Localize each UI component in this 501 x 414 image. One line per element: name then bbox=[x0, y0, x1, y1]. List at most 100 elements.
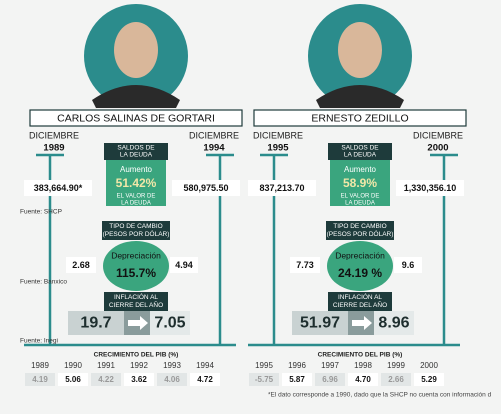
gdp-value: 6.96 bbox=[322, 375, 338, 384]
gdp-title: CRECIMIENTO DEL PIB (%) bbox=[318, 352, 403, 359]
debt-title: SALDOS DE bbox=[341, 145, 379, 152]
fx-title: TIPO DE CAMBIO bbox=[333, 223, 386, 230]
gdp-year: 1997 bbox=[321, 361, 339, 370]
gdp-cell bbox=[124, 373, 154, 386]
name-banner bbox=[29, 109, 243, 127]
portrait-face bbox=[114, 22, 158, 78]
debt-caption: EL VALOR DE bbox=[341, 194, 380, 200]
gdp-value: 2.66 bbox=[388, 375, 404, 384]
debt-change-box bbox=[106, 160, 166, 206]
fx-end: 4.94 bbox=[175, 260, 193, 270]
debt-start: 837,213.70 bbox=[259, 183, 304, 193]
fx-end: 9.6 bbox=[402, 260, 415, 270]
inflation-end: 7.05 bbox=[154, 315, 185, 332]
debt-end-box bbox=[172, 180, 240, 196]
inflation-title-box bbox=[328, 292, 392, 311]
gdp-cell bbox=[315, 373, 345, 386]
inflation-start-box bbox=[292, 311, 348, 335]
fx-start-box bbox=[66, 257, 96, 273]
gdp-value: 4.70 bbox=[355, 375, 371, 384]
fx-title-box bbox=[102, 221, 170, 240]
gdp-year: 1990 bbox=[64, 361, 82, 370]
gdp-cell bbox=[190, 373, 220, 386]
start-year: 1995 bbox=[267, 143, 289, 154]
debt-start: 383,664.90* bbox=[34, 183, 83, 193]
gdp-year: 1989 bbox=[31, 361, 49, 370]
debt-change-label: Aumento bbox=[120, 165, 153, 174]
inflation-start: 19.7 bbox=[80, 315, 111, 332]
gdp-value: 4.06 bbox=[164, 375, 180, 384]
inflation-title: INFLACIÓN AL bbox=[338, 292, 382, 301]
debt-start-box bbox=[248, 180, 316, 196]
gdp-year: 1995 bbox=[255, 361, 273, 370]
fx-title: (PESOS POR DÓLAR) bbox=[103, 229, 170, 238]
debt-change: 58.9% bbox=[343, 176, 377, 190]
inflation-title: CIERRE DEL AÑO bbox=[109, 300, 163, 309]
start-label: DICIEMBRE bbox=[29, 130, 79, 140]
fx-start: 2.68 bbox=[72, 260, 90, 270]
gdp-value: 5.87 bbox=[289, 375, 305, 384]
end-year: 1994 bbox=[203, 143, 225, 154]
inflation-end-box bbox=[150, 311, 190, 335]
portrait-shoulders bbox=[92, 85, 180, 108]
debt-title: LA DEUDA bbox=[120, 152, 153, 159]
fx-start: 7.73 bbox=[296, 260, 314, 270]
fx-change: 24.19 % bbox=[338, 266, 382, 280]
debt-title: SALDOS DE bbox=[117, 145, 155, 152]
inflation-title: INFLACIÓN AL bbox=[114, 292, 158, 301]
end-year: 2000 bbox=[427, 143, 448, 154]
gdp-cell bbox=[249, 373, 279, 386]
inflation-end: 8.96 bbox=[378, 315, 409, 332]
debt-change-box bbox=[330, 160, 390, 206]
fx-end-box bbox=[170, 257, 198, 273]
gdp-cell bbox=[91, 373, 121, 386]
gdp-cell bbox=[414, 373, 444, 386]
inflation-start: 51.97 bbox=[300, 315, 340, 332]
fx-title: TIPO DE CAMBIO bbox=[109, 223, 162, 230]
fx-start-box bbox=[290, 257, 320, 273]
fx-change-label: Depreciación bbox=[335, 250, 385, 260]
arrow bbox=[128, 316, 148, 330]
end-label: DICIEMBRE bbox=[413, 130, 463, 140]
gdp-value: 4.19 bbox=[32, 375, 48, 384]
gdp-value: 4.72 bbox=[197, 375, 213, 384]
inflation-source: Fuente: Inegi bbox=[20, 338, 58, 345]
gdp-title: CRECIMIENTO DEL PIB (%) bbox=[94, 352, 179, 359]
gdp-cell bbox=[25, 373, 55, 386]
debt-caption: LA DEUDA bbox=[345, 201, 375, 207]
gdp-cell bbox=[282, 373, 312, 386]
debt-title: LA DEUDA bbox=[344, 152, 377, 159]
debt-start-box bbox=[24, 180, 92, 196]
gdp-value: 5.29 bbox=[421, 375, 437, 384]
name: CARLOS SALINAS DE GORTARI bbox=[57, 112, 215, 124]
portrait-shoulders bbox=[316, 85, 404, 108]
inflation-end-box bbox=[374, 311, 414, 335]
fx-end-box bbox=[394, 257, 422, 273]
gdp-cell bbox=[348, 373, 378, 386]
inflation-title: CIERRE DEL AÑO bbox=[333, 300, 387, 309]
gdp-year: 1994 bbox=[196, 361, 214, 370]
name-banner bbox=[253, 109, 467, 127]
name: ERNESTO ZEDILLO bbox=[311, 112, 408, 124]
gdp-value: 5.06 bbox=[65, 375, 81, 384]
gdp-year: 1999 bbox=[387, 361, 405, 370]
gdp-year: 1996 bbox=[288, 361, 306, 370]
fx-change: 115.7% bbox=[116, 266, 156, 280]
debt-change: 51.42% bbox=[116, 176, 157, 190]
debt-caption: LA DEUDA bbox=[121, 201, 151, 207]
fx-change-oval bbox=[103, 241, 169, 291]
inflation-start-box bbox=[68, 311, 124, 335]
gdp-year: 1993 bbox=[163, 361, 181, 370]
gdp-cell bbox=[58, 373, 88, 386]
gdp-value: 3.62 bbox=[131, 375, 147, 384]
fx-source: Fuente: Banxico bbox=[20, 279, 67, 286]
gdp-year: 1998 bbox=[354, 361, 372, 370]
debt-change-label: Aumento bbox=[344, 165, 377, 174]
debt-title-box bbox=[104, 143, 168, 160]
start-year: 1989 bbox=[43, 143, 64, 154]
debt-end: 580,975.50 bbox=[183, 183, 228, 193]
fx-title-box bbox=[326, 221, 394, 240]
inflation-title-box bbox=[104, 292, 168, 311]
debt-caption: EL VALOR DE bbox=[117, 194, 156, 200]
